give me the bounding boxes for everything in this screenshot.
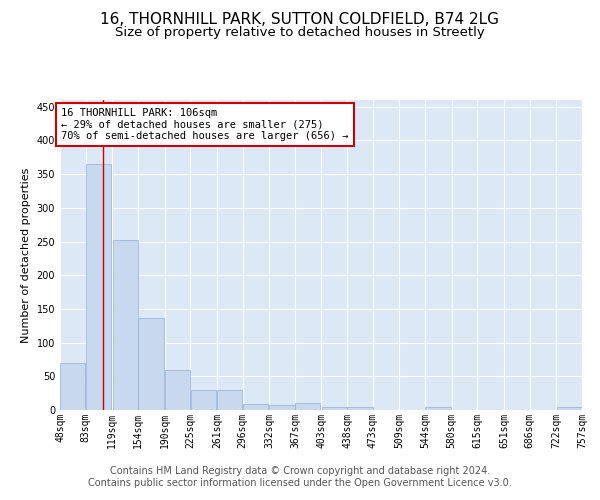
Bar — [86, 164, 111, 410]
Bar — [347, 406, 373, 410]
Bar — [295, 404, 320, 410]
Bar — [557, 408, 582, 410]
Bar — [243, 404, 268, 410]
Text: Size of property relative to detached houses in Streetly: Size of property relative to detached ho… — [115, 26, 485, 39]
Bar — [113, 240, 138, 410]
Text: 16, THORNHILL PARK, SUTTON COLDFIELD, B74 2LG: 16, THORNHILL PARK, SUTTON COLDFIELD, B7… — [101, 12, 499, 28]
Bar — [60, 363, 85, 410]
Text: Contains HM Land Registry data © Crown copyright and database right 2024.
Contai: Contains HM Land Registry data © Crown c… — [88, 466, 512, 487]
Text: 16 THORNHILL PARK: 106sqm
← 29% of detached houses are smaller (275)
70% of semi: 16 THORNHILL PARK: 106sqm ← 29% of detac… — [61, 108, 349, 142]
Bar — [322, 406, 347, 410]
Bar — [191, 390, 216, 410]
Bar — [165, 370, 190, 410]
Bar — [139, 318, 164, 410]
Bar — [217, 390, 242, 410]
Bar — [425, 408, 451, 410]
Y-axis label: Number of detached properties: Number of detached properties — [21, 168, 31, 342]
Bar — [269, 404, 295, 410]
